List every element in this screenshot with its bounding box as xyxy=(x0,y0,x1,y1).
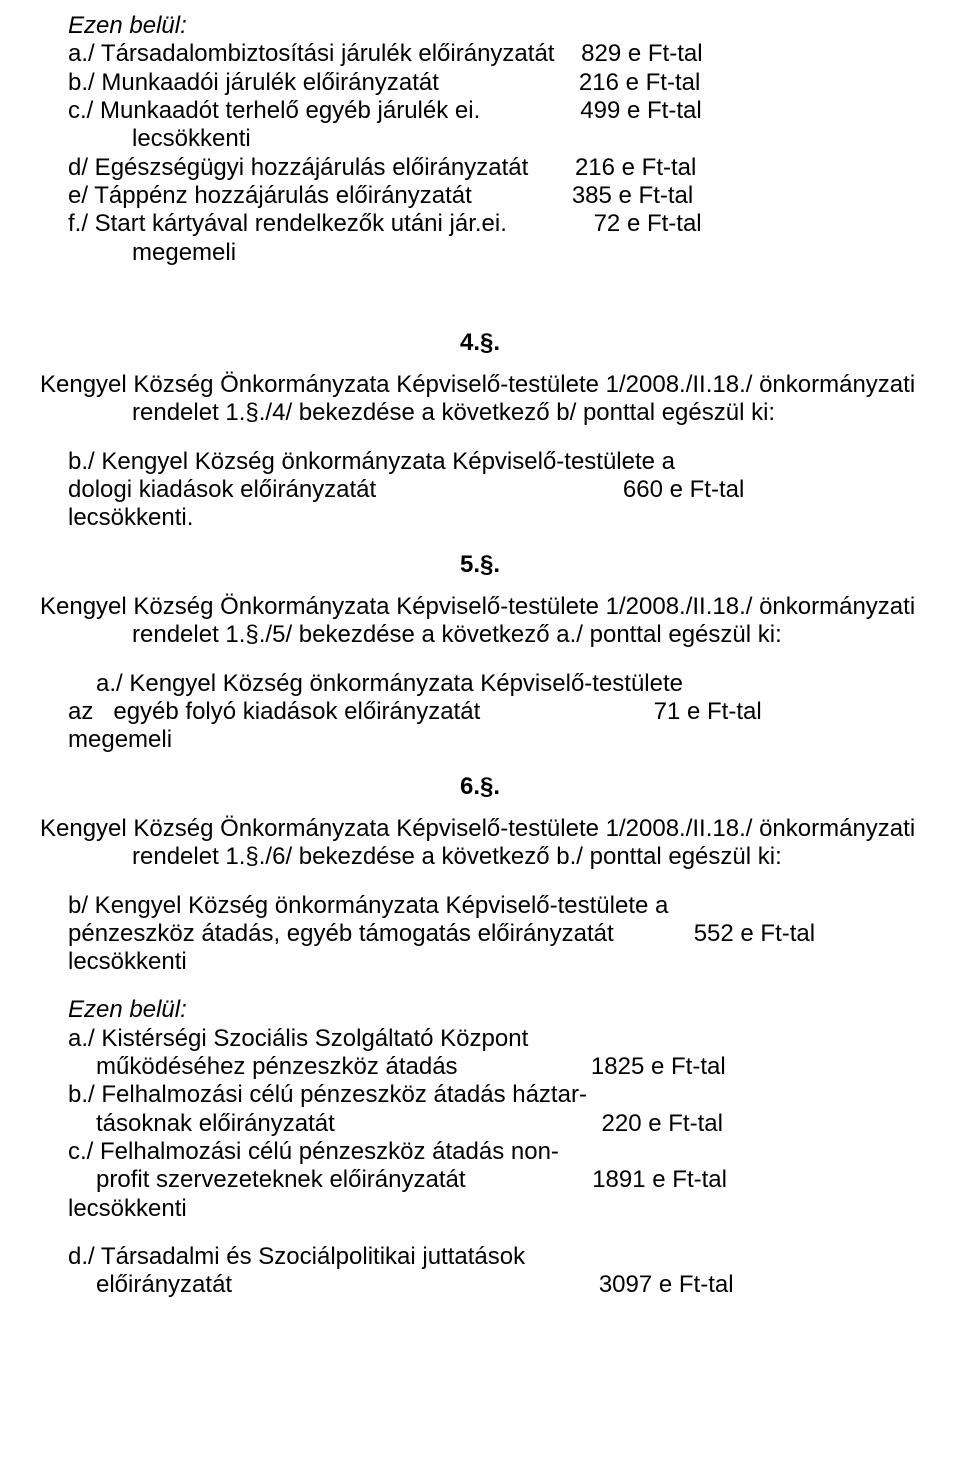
sec6-b1: b/ Kengyel Község önkormányzata Képvisel… xyxy=(40,892,920,920)
sec6-a2: működéséhez pénzeszköz átadás 1825 e Ft-… xyxy=(40,1053,920,1081)
sec6-bline1: b./ Felhalmozási célú pénzeszköz átadás … xyxy=(40,1081,920,1109)
sec6-a2-value: 1825 e Ft-tal xyxy=(458,1053,726,1081)
sec6-bline2: tásoknak előirányzatát 220 e Ft-tal xyxy=(40,1110,920,1138)
sec6-c2-label: profit szervezeteknek előirányzatát xyxy=(96,1166,466,1194)
sec6-c2-value: 1891 e Ft-tal xyxy=(466,1166,727,1194)
ezen-belul-heading: Ezen belül: xyxy=(40,12,920,40)
row-d-value: 216 e Ft-tal xyxy=(528,154,696,182)
sec6-line1: Kengyel Község Önkormányzata Képviselő-t… xyxy=(40,815,920,843)
row-c-label: c./ Munkaadót terhelő egyéb járulék ei. xyxy=(68,97,480,125)
sec6-bline2-value: 220 e Ft-tal xyxy=(335,1110,723,1138)
sec5-a1: a./ Kengyel Község önkormányzata Képvise… xyxy=(40,670,920,698)
row-e: e/ Táppénz hozzájárulás előirányzatát 38… xyxy=(40,182,920,210)
sec6-d1: d./ Társadalmi és Szociálpolitikai jutta… xyxy=(40,1243,920,1271)
row-d-label: d/ Egészségügyi hozzájárulás előirányzat… xyxy=(68,154,528,182)
sec4-b2-value: 660 e Ft-tal xyxy=(376,476,744,504)
sec6-b2-value: 552 e Ft-tal xyxy=(614,920,815,948)
document-page: Ezen belül: a./ Társadalombiztosítási já… xyxy=(0,0,960,1320)
megemeli-1: megemeli xyxy=(40,239,920,267)
sec4-b2-label: dologi kiadások előirányzatát xyxy=(68,476,376,504)
row-e-value: 385 e Ft-tal xyxy=(472,182,693,210)
row-c: c./ Munkaadót terhelő egyéb járulék ei. … xyxy=(40,97,920,125)
row-b-value: 216 e Ft-tal xyxy=(439,69,700,97)
sec4-line1: Kengyel Község Önkormányzata Képviselő-t… xyxy=(40,371,920,399)
sec5-line1: Kengyel Község Önkormányzata Képviselő-t… xyxy=(40,593,920,621)
sec6-b2: pénzeszköz átadás, egyéb támogatás előir… xyxy=(40,920,920,948)
sec6-ezen: Ezen belül: xyxy=(40,996,920,1024)
sec4-b2: dologi kiadások előirányzatát 660 e Ft-t… xyxy=(40,476,920,504)
row-a-value: 829 e Ft-tal xyxy=(554,40,702,68)
sec6-d2-value: 3097 e Ft-tal xyxy=(232,1271,733,1299)
section-4-number: 4.§. xyxy=(40,329,920,357)
sec4-b1: b./ Kengyel Község önkormányzata Képvise… xyxy=(40,448,920,476)
sec5-a3: megemeli xyxy=(40,726,920,754)
sec6-d2: előirányzatát 3097 e Ft-tal xyxy=(40,1271,920,1299)
sec6-c2: profit szervezeteknek előirányzatát 1891… xyxy=(40,1166,920,1194)
section-6-number: 6.§. xyxy=(40,773,920,801)
row-a: a./ Társadalombiztosítási járulék előirá… xyxy=(40,40,920,68)
sec4-line2: rendelet 1.§./4/ bekezdése a következő b… xyxy=(40,399,920,427)
sec6-a2-label: működéséhez pénzeszköz átadás xyxy=(96,1053,458,1081)
sec6-bline2-label: tásoknak előirányzatát xyxy=(96,1110,335,1138)
sec6-d2-label: előirányzatát xyxy=(96,1271,232,1299)
sec6-b2-label: pénzeszköz átadás, egyéb támogatás előir… xyxy=(68,920,614,948)
sec6-c1: c./ Felhalmozási célú pénzeszköz átadás … xyxy=(40,1138,920,1166)
sec6-a1: a./ Kistérségi Szociális Szolgáltató Köz… xyxy=(40,1025,920,1053)
row-e-label: e/ Táppénz hozzájárulás előirányzatát xyxy=(68,182,472,210)
row-b-label: b./ Munkaadói járulék előirányzatát xyxy=(68,69,439,97)
sec6-line2: rendelet 1.§./6/ bekezdése a következő b… xyxy=(40,843,920,871)
row-a-label: a./ Társadalombiztosítási járulék előirá… xyxy=(68,40,554,68)
sec6-lecs: lecsökkenti xyxy=(40,1195,920,1223)
lecsokkenti-1: lecsökkenti xyxy=(40,125,920,153)
section-5-number: 5.§. xyxy=(40,551,920,579)
row-f-label: f./ Start kártyával rendelkezők utáni já… xyxy=(68,210,507,238)
sec6-b3: lecsökkenti xyxy=(40,948,920,976)
sec5-line2: rendelet 1.§./5/ bekezdése a következő a… xyxy=(40,621,920,649)
sec5-a2: az egyéb folyó kiadások előirányzatát 71… xyxy=(40,698,920,726)
row-f: f./ Start kártyával rendelkezők utáni já… xyxy=(40,210,920,238)
row-f-value: 72 e Ft-tal xyxy=(507,210,702,238)
row-b: b./ Munkaadói járulék előirányzatát 216 … xyxy=(40,69,920,97)
sec5-a2-label: az egyéb folyó kiadások előirányzatát xyxy=(68,698,480,726)
sec4-b3: lecsökkenti. xyxy=(40,504,920,532)
row-d: d/ Egészségügyi hozzájárulás előirányzat… xyxy=(40,154,920,182)
sec5-a2-value: 71 e Ft-tal xyxy=(480,698,761,726)
row-c-value: 499 e Ft-tal xyxy=(480,97,701,125)
